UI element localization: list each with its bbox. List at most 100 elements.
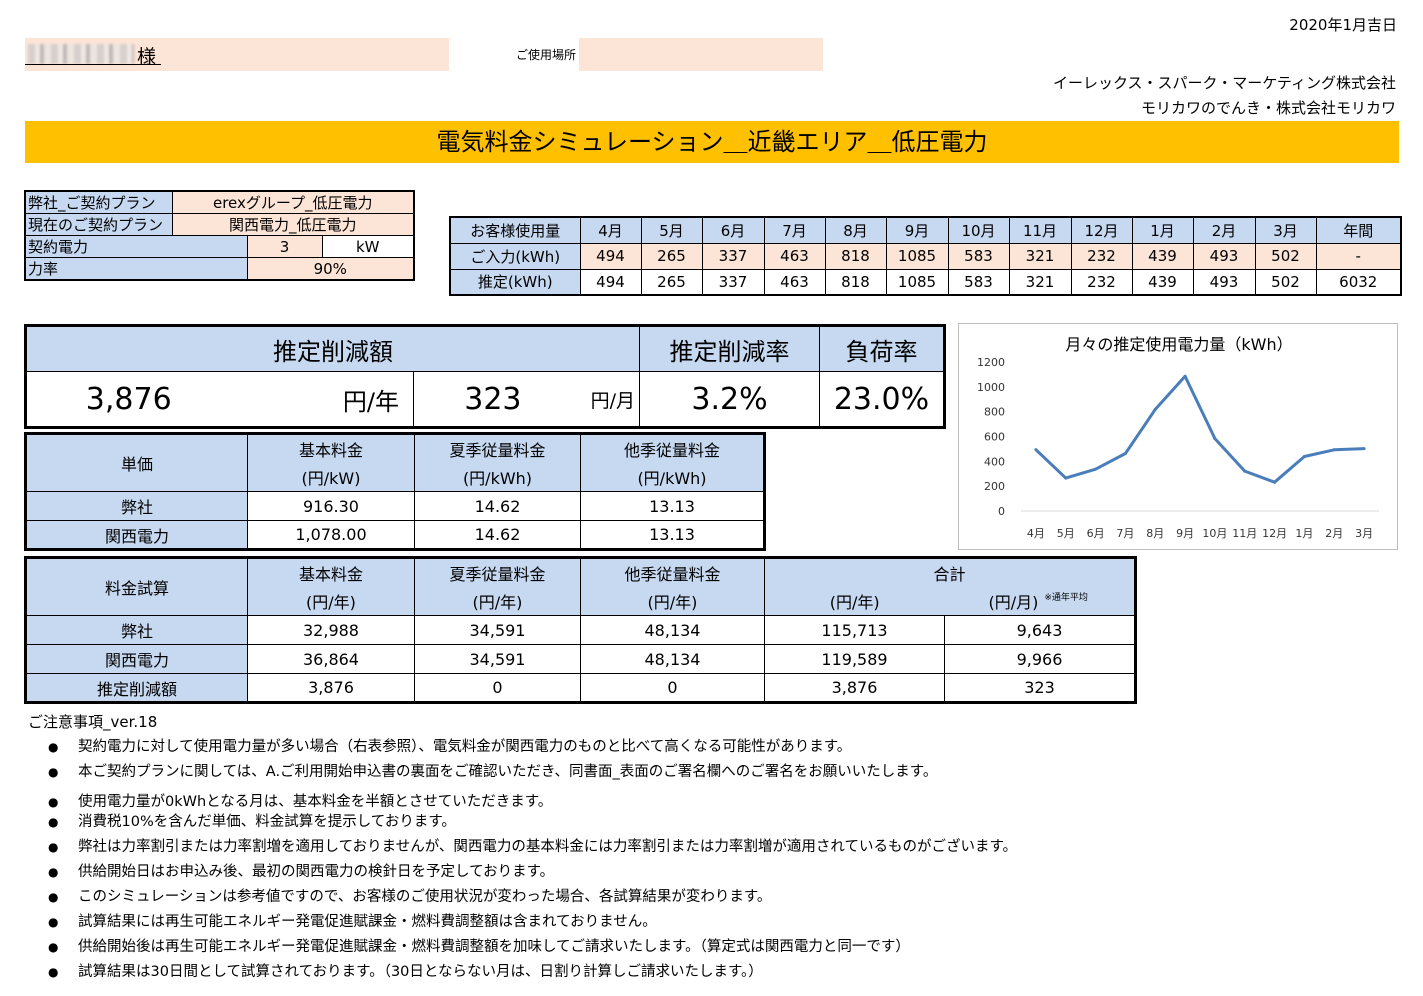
monthly-reduction-unit: 円/月 [533, 371, 640, 428]
fee-row-other: 0 [580, 673, 765, 703]
bullet-icon: ● [48, 865, 59, 879]
fee-total-month-unit: (円/月) [988, 592, 1039, 612]
note-item: ● 弊社は力率割引または力率割増を適用しておりませんが、関西電力の基本料金には力率… [48, 835, 1017, 856]
monthly-usage-chart: 0 200 400 600 800 1000 1200 4月 5月 6月 7月 8月 9月 10月 11月 1… [958, 323, 1398, 550]
current-plan-label: 現在のご契約プラン [24, 213, 173, 236]
x-tick-label: 11月 [1232, 527, 1257, 540]
usage-estimate-cell: 265 [640, 268, 703, 296]
bullet-icon: ● [48, 915, 59, 929]
note-text: 使用電力量が0kWhとなる月は、基本料金を半額とさせていただきます。 [78, 794, 553, 810]
usage-input-cell: 1085 [885, 242, 949, 270]
note-text: 試算結果には再生可能エネルギー発電促進賦課金・燃料費調整額は含まれておりません。 [78, 914, 657, 930]
bullet-icon: ● [48, 965, 59, 979]
fee-row-summer: 34,591 [414, 615, 581, 645]
usage-input-cell: 502 [1254, 242, 1317, 270]
bullet-icon: ● [48, 740, 59, 754]
note-text: 供給開始後は再生可能エネルギー発電促進賦課金・燃料費調整額を加味してご請求いたし… [78, 939, 910, 955]
usage-estimate-cell: 463 [763, 268, 826, 296]
usage-estimate-cell: 232 [1070, 268, 1133, 296]
contract-power-label: 契約電力 [24, 235, 248, 258]
monthly-reduction-value: 323 [413, 371, 534, 428]
usage-input-cell: 232 [1070, 242, 1133, 270]
note-item: ● 試算結果は30日間として試算されております。（30日とならない月は、日割り計算… [48, 960, 763, 981]
usage-estimate-annual: 6032 [1315, 268, 1402, 296]
current-plan-value: 関西電力_低圧電力 [171, 213, 415, 236]
fee-row-total-month: 9,966 [943, 644, 1137, 674]
usage-data-point [1034, 448, 1038, 452]
note-item: ● 本ご契約プランに関しては、A.ご利用開始申込書の裏面をご確認いただき、同書面_… [48, 760, 937, 781]
unit-row-basic: 916.30 [247, 491, 415, 521]
chart-canvas: 0 200 400 600 800 1000 1200 4月 5月 6月 7月 8月 9月 10月 11月 1… [977, 356, 1379, 540]
usage-estimate-cell: 583 [947, 268, 1010, 296]
usage-data-point [1183, 374, 1187, 378]
fee-basic-label: 基本料金 [247, 557, 415, 587]
usage-estimate-row: 推定(kWh) 494 265 337 463 818 1085 583 321 232 439 4… [449, 268, 1402, 296]
note-item: ● 供給開始日はお申込み後、最初の関西電力の検針日を予定しております。 [48, 860, 554, 881]
unit-row-other: 13.13 [580, 491, 765, 521]
unit-row-summer: 14.62 [414, 491, 581, 521]
x-tick-label: 1月 [1295, 527, 1313, 540]
our-plan-value: erexグループ_低圧電力 [171, 190, 415, 214]
yearly-reduction-unit: 円/年 [230, 371, 414, 428]
customer-suffix: 様 [137, 46, 157, 68]
unit-summer-label: 夏季従量料金 [414, 433, 581, 463]
unit-price-label: 単価 [25, 433, 248, 492]
y-tick-label: 400 [984, 455, 1005, 468]
usage-place-box [579, 38, 823, 71]
reduction-amount-label: 推定削減額 [25, 325, 640, 372]
note-text: このシミュレーションは参考値ですので、お客様のご使用状況が変わった場合、各試算結… [78, 889, 772, 905]
usage-input-cell: 493 [1192, 242, 1256, 270]
customer-name-underline [25, 64, 161, 65]
usage-input-label: ご入力(kWh) [449, 242, 581, 270]
usage-data-point [1123, 452, 1127, 456]
usage-place-label: ご使用場所 [516, 48, 577, 62]
usage-input-cell: 583 [947, 242, 1010, 270]
note-item: ● このシミュレーションは参考値ですので、お客様のご使用状況が変わった場合、各試算… [48, 885, 771, 906]
company-name-2: モリカワのでんき・株式会社モリカワ [1140, 99, 1396, 117]
usage-month-header: 7月 [763, 216, 826, 244]
usage-data-point [1243, 469, 1247, 473]
page-title: 電気料金シミュレーション＿近畿エリア＿低圧電力 [25, 121, 1399, 163]
x-tick-label: 10月 [1202, 527, 1227, 540]
company-name-1: イーレックス・スパーク・マーケティング株式会社 [1052, 74, 1396, 92]
y-tick-label: 600 [984, 431, 1005, 444]
usage-data-point [1332, 448, 1336, 452]
usage-estimate-cell: 493 [1192, 268, 1256, 296]
x-tick-label: 3月 [1355, 527, 1373, 540]
usage-data-point [1094, 467, 1098, 471]
fee-row-name: 推定削減額 [25, 673, 248, 703]
unit-other-label: 他季従量料金 [580, 433, 765, 463]
load-factor-label: 負荷率 [819, 325, 945, 372]
x-tick-label: 12月 [1262, 527, 1287, 540]
unit-other-unit: (円/kWh) [580, 462, 765, 492]
usage-series-line [1034, 374, 1365, 484]
contract-power-value: 3 [246, 235, 323, 258]
usage-estimate-cell: 494 [579, 268, 642, 296]
usage-month-header: 6月 [701, 216, 765, 244]
fee-basic-unit: (円/年) [247, 586, 415, 616]
notes-title: ご注意事項_ver.18 [28, 713, 158, 731]
yearly-reduction-value: 3,876 [25, 371, 231, 428]
usage-input-cell: 337 [701, 242, 765, 270]
note-text: 試算結果は30日間として試算されております。（30日とならない月は、日割り計算し… [78, 964, 763, 980]
usage-data-point [1362, 447, 1366, 451]
usage-input-cell: 463 [763, 242, 826, 270]
usage-data-point [1273, 480, 1277, 484]
document-date: 2020年1月吉日 [1289, 16, 1397, 34]
usage-table: お客様使用量 4月 5月 6月 7月 8月 9月 10月 11月 12月 1月 2月 3月 年間 ご入力… [449, 216, 1402, 296]
bullet-icon: ● [48, 890, 59, 904]
usage-annual-header: 年間 [1315, 216, 1402, 244]
usage-estimate-cell: 818 [824, 268, 887, 296]
usage-month-header: 3月 [1254, 216, 1317, 244]
fee-average-note: ※通年平均 [1044, 592, 1088, 603]
fee-total-year-unit: (円/年) [764, 586, 945, 616]
usage-estimate-cell: 502 [1254, 268, 1317, 296]
y-tick-label: 200 [984, 480, 1005, 493]
fee-row-other: 48,134 [580, 615, 765, 645]
bullet-icon: ● [48, 840, 59, 854]
unit-row-summer: 14.62 [414, 520, 581, 550]
usage-month-header: 11月 [1008, 216, 1072, 244]
usage-estimate-cell: 439 [1131, 268, 1194, 296]
usage-data-point [1153, 407, 1157, 411]
note-text: 本ご契約プランに関しては、A.ご利用開始申込書の裏面をご確認いただき、同書面_表… [78, 764, 938, 780]
